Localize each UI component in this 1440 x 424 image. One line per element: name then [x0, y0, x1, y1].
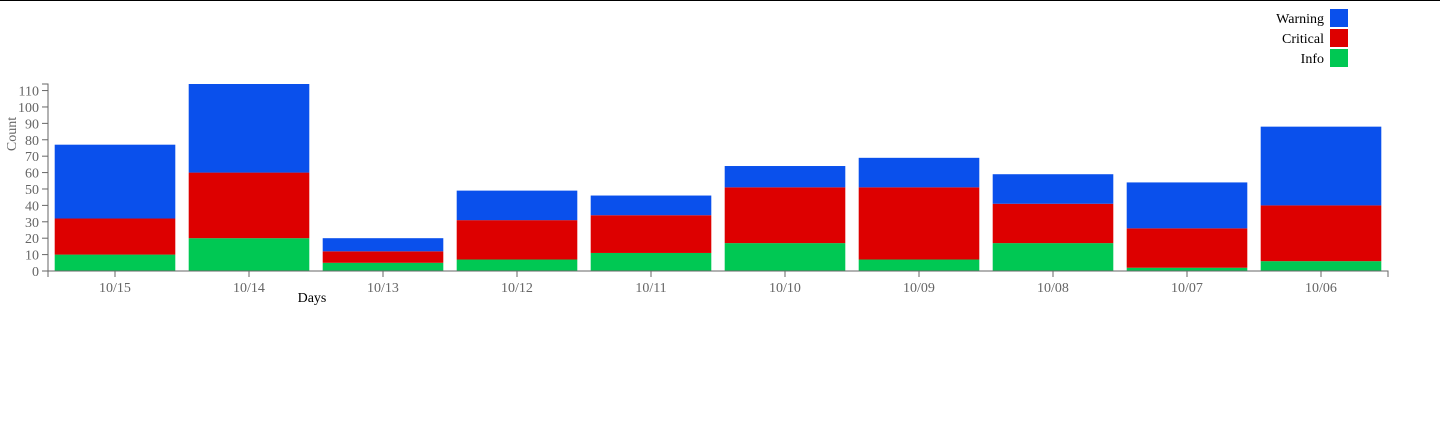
y-tick-label: 0: [32, 265, 39, 280]
top-border: [0, 0, 1440, 1]
x-tick-label: 10/15: [99, 281, 131, 296]
bar-warning-10-07: [1126, 182, 1248, 229]
legend-label-warning: Warning: [1276, 12, 1324, 27]
x-axis-title: Days: [298, 291, 327, 306]
bar-critical-10-08: [992, 203, 1114, 244]
x-tick-label: 10/10: [769, 281, 801, 296]
bar-critical-10-15: [54, 218, 176, 255]
bar-warning-10-06: [1260, 126, 1382, 206]
bar-critical-10-13: [322, 251, 444, 263]
y-tick-label: 60: [25, 167, 39, 182]
bar-info-10-09: [858, 259, 980, 271]
y-tick-label: 110: [19, 85, 39, 100]
y-tick-label: 70: [25, 150, 39, 165]
bar-info-10-12: [456, 259, 578, 271]
bar-critical-10-07: [1126, 228, 1248, 268]
legend-swatch-info: [1330, 49, 1348, 67]
legend-swatch-warning: [1330, 9, 1348, 27]
y-axis-line: [42, 83, 49, 272]
y-tick-label: 80: [25, 134, 39, 149]
bar-warning-10-08: [992, 174, 1114, 204]
bar-info-10-08: [992, 243, 1114, 271]
legend: Warning Critical Info: [1276, 9, 1348, 67]
bar-info-10-07: [1126, 267, 1248, 271]
x-axis: 10/15 10/14 10/13 10/12 10/11 10/10 10/09 10/08…: [47, 270, 1389, 296]
legend-swatch-critical: [1330, 29, 1348, 47]
bars-group: [54, 84, 1382, 271]
bar-critical-10-06: [1260, 205, 1382, 262]
bar-info-10-14: [188, 238, 310, 271]
bar-warning-10-14: [188, 84, 310, 173]
x-tick-label: 10/08: [1037, 281, 1069, 296]
x-tick-label: 10/14: [233, 281, 265, 296]
x-tick-label: 10/12: [501, 281, 533, 296]
x-tick-label: 10/09: [903, 281, 935, 296]
bar-info-10-06: [1260, 261, 1382, 271]
bar-warning-10-13: [322, 238, 444, 252]
bar-critical-10-10: [724, 187, 846, 244]
bar-info-10-15: [54, 254, 176, 271]
y-axis-title: Count: [5, 117, 20, 151]
bar-critical-10-14: [188, 172, 310, 239]
y-tick-label: 50: [25, 183, 39, 198]
bar-critical-10-12: [456, 220, 578, 260]
x-tick-label: 10/11: [635, 281, 666, 296]
x-tick-label: 10/07: [1171, 281, 1203, 296]
y-tick-label: 40: [25, 199, 39, 214]
y-tick-label: 10: [25, 249, 39, 264]
x-axis-line: [47, 270, 1389, 277]
y-tick-label: 30: [25, 216, 39, 231]
y-tick-label: 100: [18, 101, 39, 116]
bar-warning-10-11: [590, 195, 712, 216]
x-tick-label: 10/06: [1305, 281, 1337, 296]
bar-critical-10-09: [858, 187, 980, 260]
bar-info-10-11: [590, 252, 712, 271]
bar-warning-10-15: [54, 144, 176, 219]
bar-critical-10-11: [590, 215, 712, 253]
bar-warning-10-10: [724, 166, 846, 188]
bar-warning-10-09: [858, 157, 980, 188]
x-tick-label: 10/13: [367, 281, 399, 296]
legend-label-critical: Critical: [1282, 32, 1324, 47]
bar-info-10-10: [724, 243, 846, 271]
bar-info-10-13: [322, 262, 444, 271]
y-tick-label: 20: [25, 232, 39, 247]
y-tick-label: 90: [25, 117, 39, 132]
legend-label-info: Info: [1301, 52, 1324, 67]
bar-warning-10-12: [456, 190, 578, 221]
